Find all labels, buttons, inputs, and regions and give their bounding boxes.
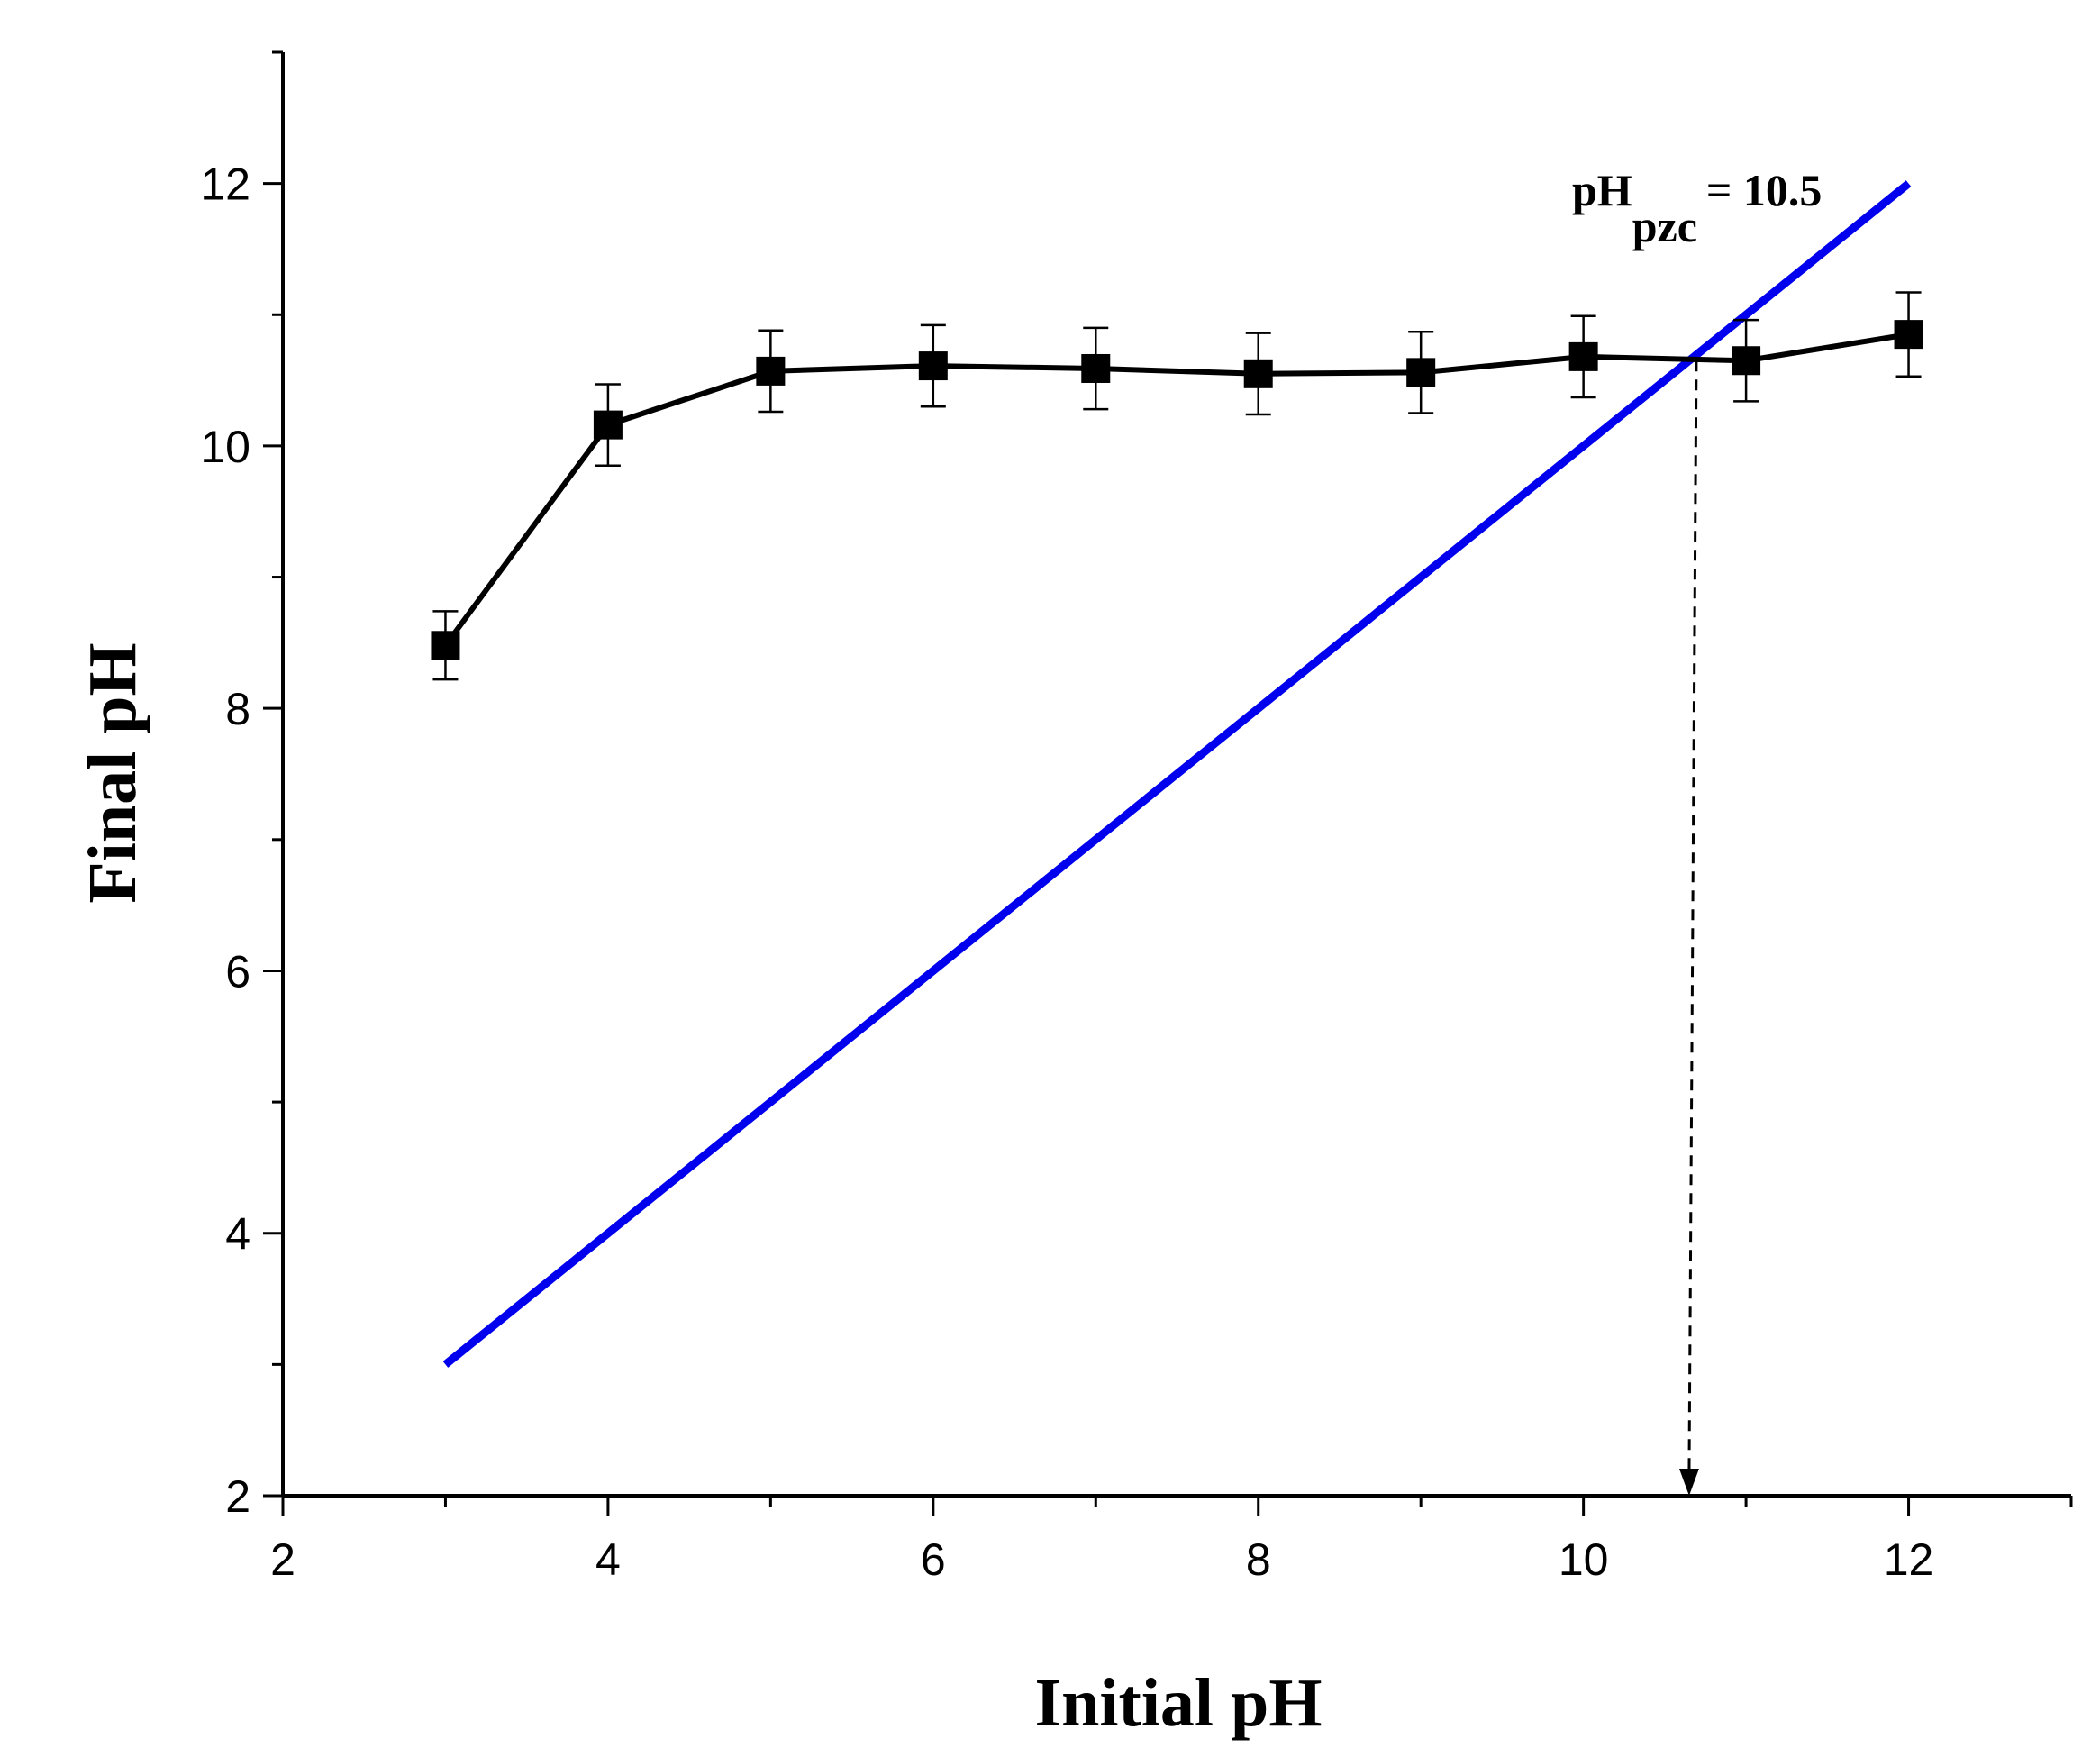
pzc-annotation-main: pH bbox=[1572, 165, 1632, 215]
reference-line-series bbox=[442, 180, 1912, 1368]
x-axis-title: Initial pH bbox=[1035, 1665, 1323, 1741]
data-point bbox=[918, 351, 948, 381]
reference-line bbox=[442, 180, 1912, 1368]
axis-ticks: 2 4 6 8 10 12 2 4 6 8 10 12 bbox=[200, 50, 2073, 1585]
y-tick-label: 2 bbox=[225, 1471, 250, 1522]
y-tick-label: 12 bbox=[200, 159, 250, 210]
series-line bbox=[443, 332, 1910, 648]
y-tick-label: 10 bbox=[200, 422, 250, 472]
data-point bbox=[1568, 341, 1598, 371]
data-point bbox=[1243, 359, 1273, 388]
pzc-annotation: pHpzc= 10.5 bbox=[1572, 165, 1822, 251]
axes bbox=[281, 52, 2071, 1498]
data-point bbox=[756, 356, 786, 386]
y-axis-title: Final pH bbox=[75, 642, 150, 903]
x-tick-label: 6 bbox=[921, 1534, 946, 1585]
y-tick-label: 6 bbox=[225, 946, 250, 997]
data-point bbox=[431, 631, 460, 660]
y-tick-label: 4 bbox=[225, 1209, 250, 1260]
y-tick-label: 8 bbox=[225, 684, 250, 734]
x-tick-label: 4 bbox=[595, 1534, 621, 1585]
x-tick-label: 2 bbox=[270, 1534, 295, 1585]
data-point bbox=[1081, 353, 1111, 383]
pzc-annotation-value: = 10.5 bbox=[1706, 165, 1823, 215]
data-point bbox=[1406, 358, 1436, 387]
pzc-arrow-head bbox=[1678, 1469, 1699, 1496]
data-point bbox=[1732, 346, 1761, 376]
pzc-annotation-sub: pzc bbox=[1632, 201, 1697, 251]
data-point bbox=[1894, 320, 1923, 350]
data-point bbox=[593, 410, 623, 440]
pzc-arrow-line bbox=[1687, 360, 1698, 1475]
x-tick-label: 8 bbox=[1246, 1534, 1271, 1585]
x-tick-label: 10 bbox=[1559, 1534, 1609, 1585]
data-series bbox=[431, 291, 1923, 681]
x-tick-label: 12 bbox=[1884, 1534, 1934, 1585]
annotation: pHpzc= 10.5 bbox=[1572, 165, 1822, 1496]
